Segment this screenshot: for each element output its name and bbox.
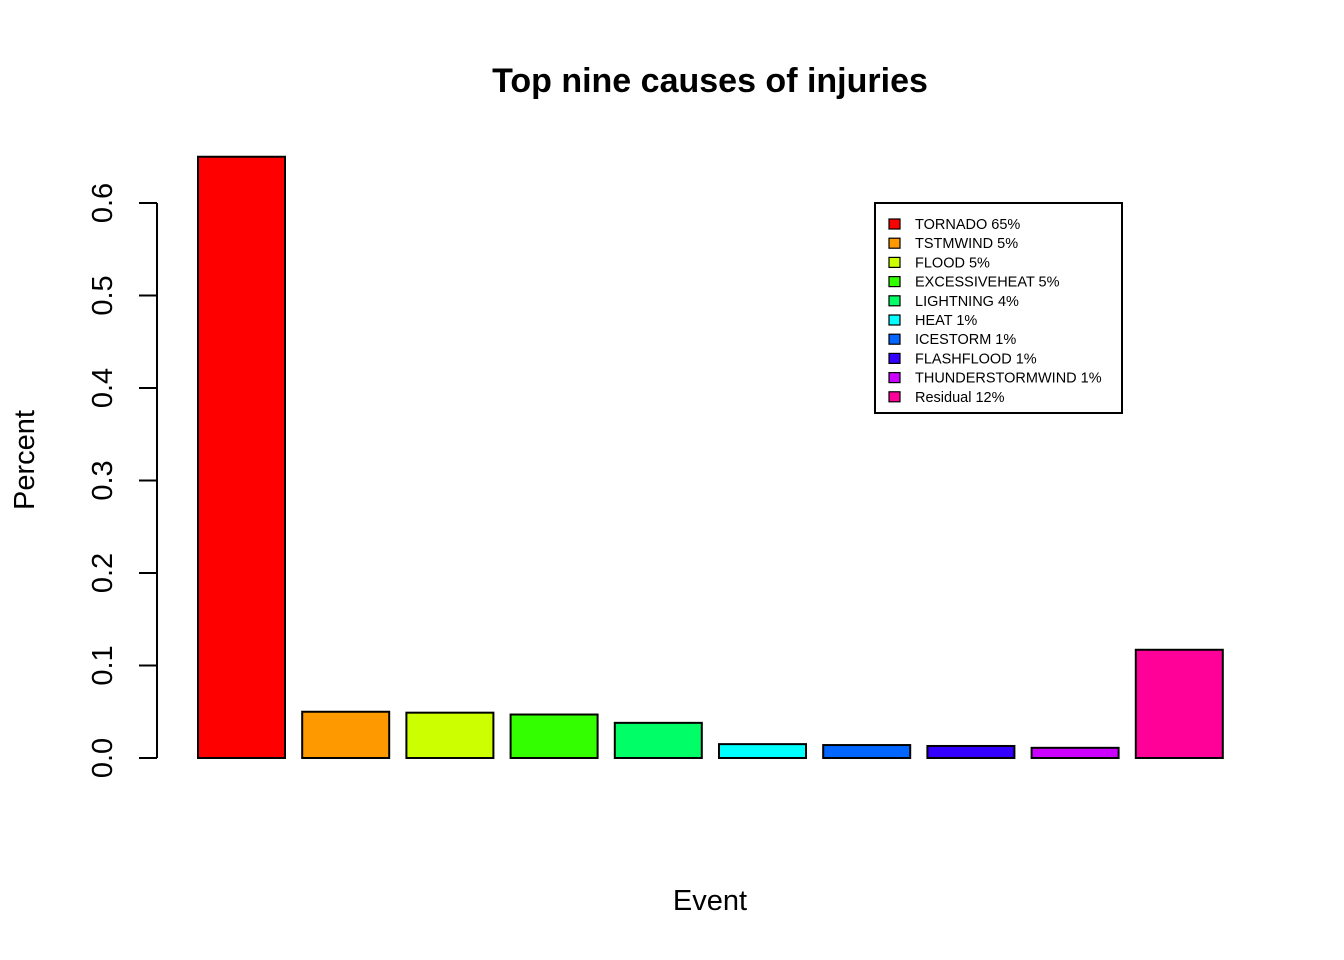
y-tick-label: 0.2 [87,553,119,593]
legend-swatch [888,295,901,307]
y-tick-label: 0.5 [87,275,119,315]
legend-entry: EXCESSIVEHEAT 5% [915,275,1060,291]
y-tick-label: 0.4 [87,368,119,408]
legend-entry: HEAT 1% [915,313,977,329]
legend-swatch [888,276,901,288]
x-axis-label: Event [673,885,747,917]
legend-swatch [888,314,901,326]
bars-group [197,155,1224,760]
legend-swatch [888,391,901,403]
chart-title: Top nine causes of injuries [492,62,928,100]
legend-swatch [888,372,901,384]
legend: TORNADO 65% TSTMWIND 5% FLOOD 5% EXCESSIVEH… [874,202,1123,414]
legend-swatch [888,237,901,249]
y-axis-label: Percent [9,410,41,510]
bar-icestorm [822,744,912,759]
legend-entry: FLOOD 5% [915,255,990,271]
legend-swatch [888,352,901,364]
y-tick-label: 0.0 [87,738,119,778]
legend-entry: Residual 12% [915,390,1005,406]
legend-entry: ICESTORM 1% [915,332,1016,348]
legend-box [874,202,1123,414]
legend-entry: FLASHFLOOD 1% [915,351,1037,367]
bar-residual [1134,648,1224,760]
legend-entry: TORNADO 65% [915,217,1020,233]
y-tick-label: 0.1 [87,645,119,685]
bar-tstmwind [301,710,391,759]
bar-thunderstormwind [1030,746,1120,760]
legend-swatch [888,333,901,345]
y-axis: 0.0 0.1 0.2 0.3 0.4 0.5 0.6 [87,183,158,778]
y-tick-label: 0.3 [87,460,119,500]
bar-flood [405,711,495,759]
legend-entry: THUNDERSTORMWIND 1% [915,371,1102,387]
bar-heat [718,743,807,759]
legend-entry: TSTMWIND 5% [915,236,1018,252]
legend-swatch [888,256,901,268]
bar-flashflood [926,744,1016,759]
bar-excessiveheat [509,713,599,760]
legend-swatch [888,218,901,230]
bar-tornado [197,155,286,759]
y-tick-label: 0.6 [87,183,119,223]
bar-lightning [613,721,703,759]
legend-entry: LIGHTNING 4% [915,294,1019,310]
